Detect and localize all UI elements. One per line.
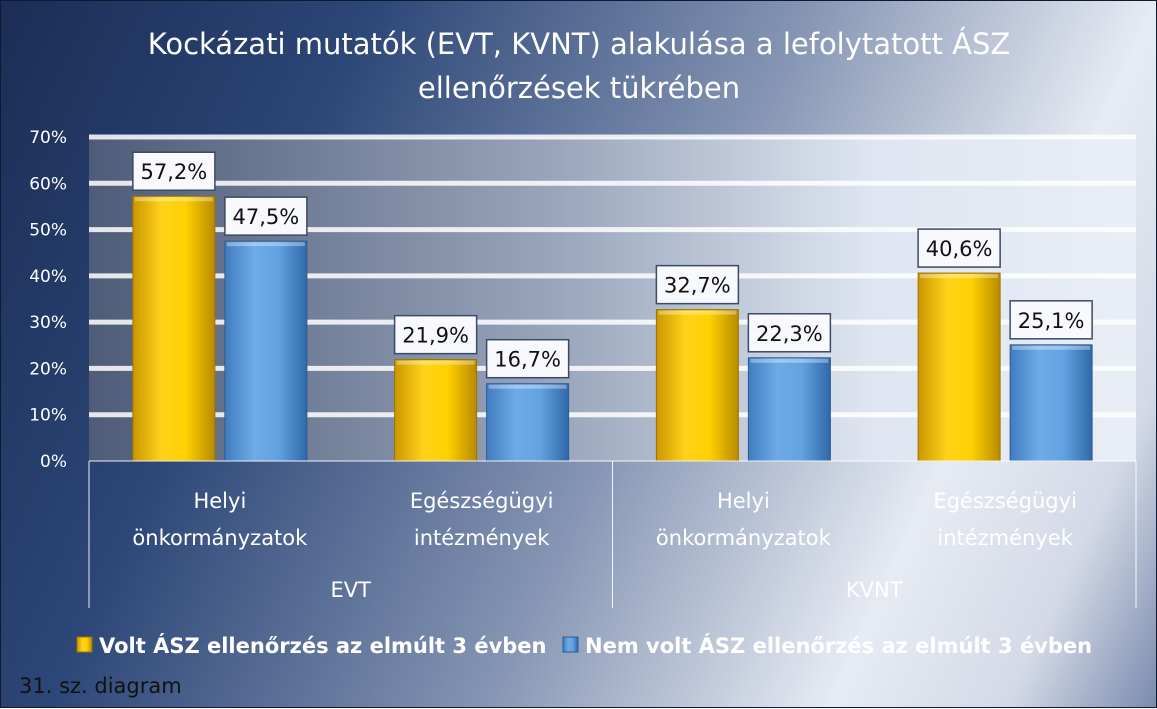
- y-tick-label: 70%: [29, 128, 67, 148]
- chart-title-line-2: ellenőrzések tükrében: [418, 71, 740, 105]
- data-label: 16,7%: [494, 348, 561, 372]
- data-label-box: [485, 338, 570, 379]
- diagram-caption: 31. sz. diagram: [19, 674, 182, 698]
- data-labels: 57,2% 21,9% 32,7% 40,6% 47,5% 16,7% 22,3% 25,1%: [132, 151, 1093, 379]
- bars: [132, 195, 1093, 462]
- data-label-box: [132, 151, 216, 191]
- data-label-box: [1009, 300, 1093, 340]
- bar-highlight: [750, 358, 829, 363]
- category-label: Egészségügyi: [410, 489, 554, 513]
- y-tick-label: 40%: [29, 267, 67, 287]
- y-tick-label: 10%: [29, 406, 67, 426]
- data-label-box: [747, 313, 832, 353]
- bar-volt-asz: [132, 195, 216, 462]
- bar-highlight: [396, 360, 475, 365]
- data-label-box: [655, 264, 740, 305]
- y-tick-label: 30%: [29, 313, 67, 333]
- data-label-box: [224, 196, 308, 236]
- data-label: 25,1%: [1018, 309, 1085, 333]
- data-label: 32,7%: [664, 274, 731, 298]
- legend-swatch: [76, 636, 93, 653]
- data-label: 21,9%: [402, 324, 469, 348]
- category-label: intézmények: [937, 526, 1073, 550]
- group-label: EVT: [331, 578, 372, 602]
- group-label: KVNT: [846, 578, 903, 602]
- legend: Volt ÁSZ ellenőrzés az elmúlt 3 évben Nem…: [76, 633, 1092, 658]
- y-tick-label: 50%: [29, 221, 67, 241]
- category-label: Helyi: [717, 489, 770, 513]
- data-label: 22,3%: [756, 322, 823, 346]
- bar-highlight: [134, 197, 213, 202]
- bar-highlight: [1012, 345, 1091, 350]
- bar-nem-volt-asz: [1009, 344, 1093, 462]
- data-label: 40,6%: [926, 237, 993, 261]
- category-label: intézmények: [414, 526, 550, 550]
- bar-volt-asz: [917, 272, 1001, 462]
- category-axis: Helyi önkormányzatok Egészségügyi intézmény…: [88, 460, 1137, 608]
- category-label: önkormányzatok: [132, 526, 308, 550]
- y-tick-label: 60%: [29, 174, 67, 194]
- category-label: Egészségügyi: [933, 489, 1077, 513]
- data-label-box: [393, 314, 478, 355]
- data-label: 47,5%: [233, 205, 300, 229]
- chart-title-line-1: Kockázati mutatók (EVT, KVNT) alakulása …: [148, 27, 1010, 61]
- category-label: önkormányzatok: [656, 526, 832, 550]
- legend-swatch: [562, 636, 579, 653]
- bar-highlight: [658, 310, 737, 315]
- data-label: 57,2%: [141, 160, 208, 184]
- legend-label: Volt ÁSZ ellenőrzés az elmúlt 3 évben: [99, 633, 547, 658]
- bar-volt-asz: [655, 309, 739, 462]
- category-label: Helyi: [193, 489, 246, 513]
- y-tick-label: 0%: [40, 452, 67, 472]
- bar-highlight: [226, 242, 305, 247]
- y-tick-label: 20%: [29, 359, 67, 379]
- bar-nem-volt-asz: [747, 357, 831, 462]
- legend-label: Nem volt ÁSZ ellenőrzés az elmúlt 3 évbe…: [585, 633, 1092, 658]
- bar-highlight: [488, 384, 567, 389]
- bar-volt-asz: [394, 359, 478, 462]
- bar-nem-volt-asz: [224, 240, 308, 462]
- y-axis-ticks: 0% 10% 20% 30% 40% 50% 60% 70%: [29, 128, 67, 472]
- data-label-box: [917, 228, 1001, 268]
- bar-nem-volt-asz: [486, 383, 570, 462]
- bar-highlight: [920, 274, 999, 279]
